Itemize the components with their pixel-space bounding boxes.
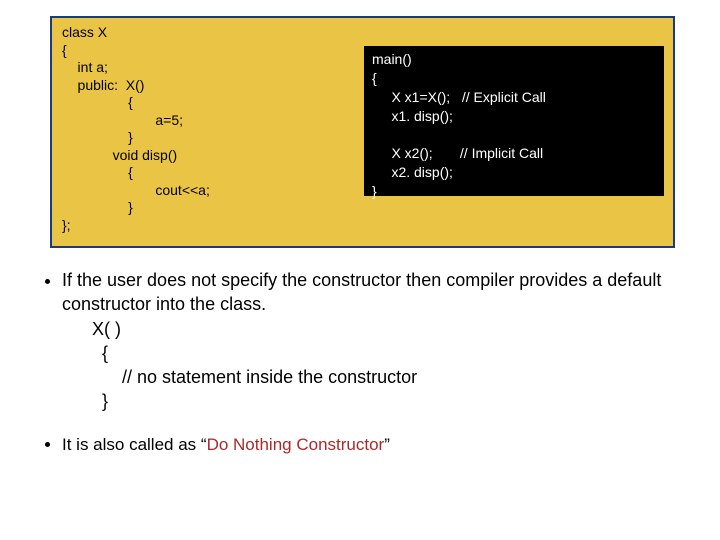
bullet-1-text: If the user does not specify the constru… (62, 270, 661, 314)
bullet-2-highlight: Do Nothing Constructor (207, 435, 385, 454)
bullet-list: If the user does not specify the constru… (40, 268, 680, 457)
bullet-2-pre: It is also called as “ (62, 435, 207, 454)
bullet-1-code: X( ) { // no statement inside the constr… (92, 317, 680, 414)
bullet-2-post: ” (384, 435, 390, 454)
bullet-2: It is also called as “Do Nothing Constru… (62, 434, 680, 457)
right-code-block: main() { X x1=X(); // Explicit Call x1. … (364, 46, 664, 196)
bullet-1: If the user does not specify the constru… (62, 268, 680, 414)
code-box: class X { int a; public: X() { a=5; } vo… (50, 16, 675, 248)
left-code-block: class X { int a; public: X() { a=5; } vo… (62, 24, 210, 234)
slide: class X { int a; public: X() { a=5; } vo… (0, 0, 720, 540)
